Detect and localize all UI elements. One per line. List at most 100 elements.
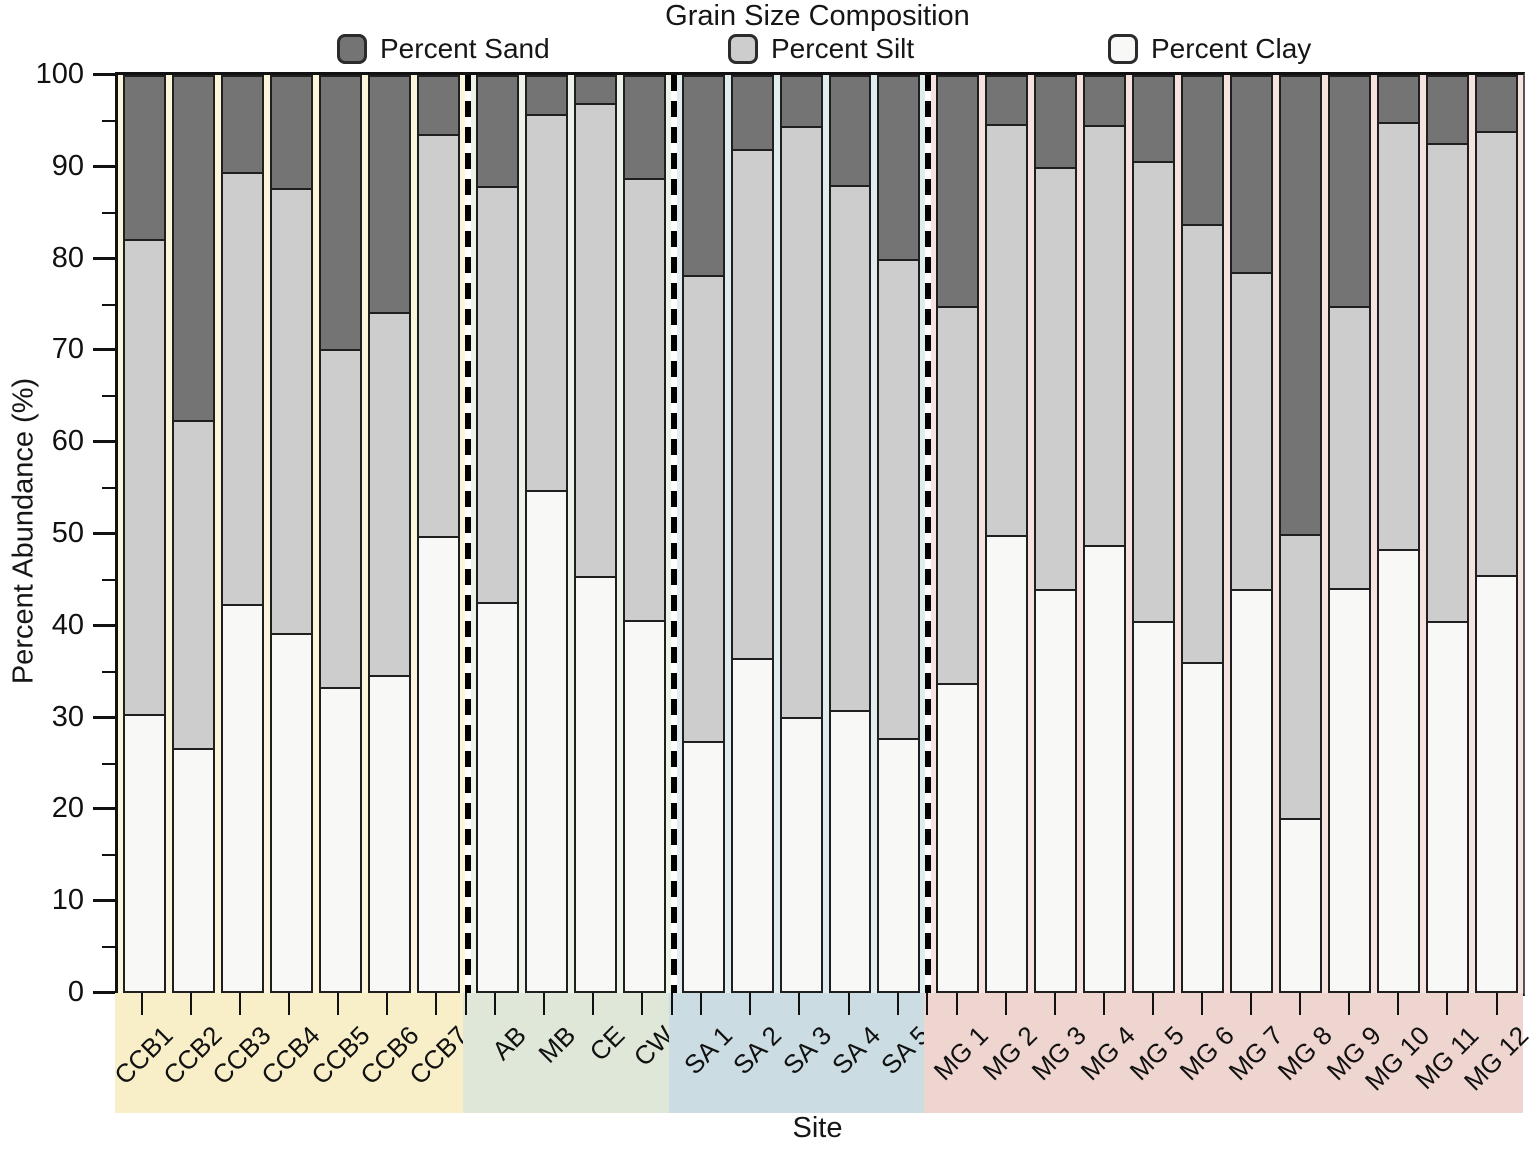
x-axis-tick [592,993,595,1015]
bar-slot [1276,75,1325,993]
group-separator-band [668,993,675,1113]
x-axis-tick [641,993,644,1015]
group-separator-dashed-line [925,75,932,993]
x-axis-slot: MG 10 [1359,993,1436,1113]
x-axis-tick [955,993,958,1015]
y-axis-tick-label: 40 [51,608,84,641]
segment-percent-sand [320,77,360,350]
segment-percent-sand [1330,77,1370,306]
stacked-bar-mg-7 [1230,75,1274,993]
y-axis-minor-tick [102,578,115,581]
segment-percent-clay [624,619,664,991]
bar-slot [1227,75,1276,993]
x-axis-tick [1102,993,1105,1015]
segment-percent-clay [683,740,723,991]
segment-percent-clay [1134,620,1174,991]
stacked-bar-mg-2 [985,75,1029,993]
segment-percent-clay [320,686,360,991]
segment-percent-sand [173,77,213,420]
segment-percent-clay [830,710,870,991]
x-axis-tick [1397,993,1400,1015]
stacked-bar-mg-5 [1132,75,1176,993]
x-axis-slot: CCB2 [158,993,228,1113]
bar-slot [620,75,669,993]
segment-percent-silt [271,187,311,633]
x-axis-slot: CCB1 [109,993,179,1113]
bar-slot [218,75,267,993]
segment-percent-silt [575,102,615,577]
stacked-bar-sa-1 [681,75,725,993]
segment-percent-clay [575,576,615,991]
y-axis-minor-tick [102,487,115,490]
bar-slot [728,75,777,993]
segment-percent-silt [1379,121,1419,549]
bar-slot [120,75,169,993]
segment-percent-clay [879,737,919,991]
y-axis-major-tick [93,73,115,76]
y-axis-minor-tick [102,119,115,122]
segment-percent-clay [1183,661,1223,991]
x-axis-slot: MG 3 [1026,993,1092,1113]
group-separator-band [462,993,469,1113]
chart-title: Grain Size Composition [665,0,970,32]
stacked-bar-mg-1 [936,75,980,993]
x-axis-tick [1250,993,1253,1015]
segment-percent-silt [1134,161,1174,621]
group-separator-band [924,993,931,1113]
segment-percent-silt [1281,534,1321,819]
x-axis-slot: MG 7 [1222,993,1288,1113]
bar-slot [874,75,923,993]
x-axis-slot: CW [618,993,679,1113]
bar-slot [1325,75,1374,993]
x-axis-slot: SA 4 [824,993,886,1113]
segment-percent-sand [526,77,566,115]
y-axis-minor-tick [102,854,115,857]
y-axis-major-tick [93,623,115,627]
segment-percent-clay [938,682,978,991]
x-axis-slot: SA 5 [873,993,935,1113]
segment-percent-sand [732,77,772,150]
y-axis-minor-tick [102,211,115,214]
segment-percent-sand [683,77,723,276]
x-axis-tick [1299,993,1302,1015]
segment-percent-sand [830,77,870,185]
stacked-bar-ccb4 [269,75,313,993]
segment-percent-clay [222,604,262,991]
y-axis-major-tick [93,532,115,535]
bar-slot [777,75,826,993]
x-axis-tick [1053,993,1056,1015]
bar-group [118,75,465,993]
bar-slot [1423,75,1472,993]
segment-percent-silt [173,419,213,748]
y-axis-minor-tick [102,762,115,765]
bar-slot [316,75,365,993]
x-axis-tick [926,993,929,1015]
x-axis-slot: SA 3 [775,993,837,1113]
bar-slot [679,75,728,993]
y-axis-tick-label: 80 [51,241,84,274]
stacked-bar-mg-4 [1083,75,1127,993]
bar-slot [933,75,982,993]
legend-label-clay: Percent Clay [1151,33,1312,64]
segment-percent-clay [369,674,409,991]
x-axis-slot: CCB4 [256,993,326,1113]
segment-percent-silt [1477,130,1517,576]
y-axis-minor-tick [102,670,115,673]
segment-percent-silt [1232,271,1272,589]
segment-percent-clay [1477,575,1517,991]
group-band: CCB1 CCB2 CCB3 CCB4 CCB5 CCB6 CCB7 [109,993,473,1113]
bar-slot [1080,75,1129,993]
x-axis-slot: CE [569,993,630,1113]
x-axis-tick [435,993,437,1015]
bar-slot [473,75,522,993]
x-axis-tick [749,993,752,1015]
x-axis-slot: MG 6 [1173,993,1239,1113]
segment-percent-clay [271,632,311,991]
x-axis-tick [238,993,241,1015]
bar-slot [169,75,218,993]
segment-percent-silt [1330,305,1370,588]
segment-percent-sand [781,77,821,127]
y-axis-tick-label: 20 [51,792,84,825]
legend-swatch-silt-icon [728,34,758,64]
x-axis-slot: SA 2 [726,993,788,1113]
